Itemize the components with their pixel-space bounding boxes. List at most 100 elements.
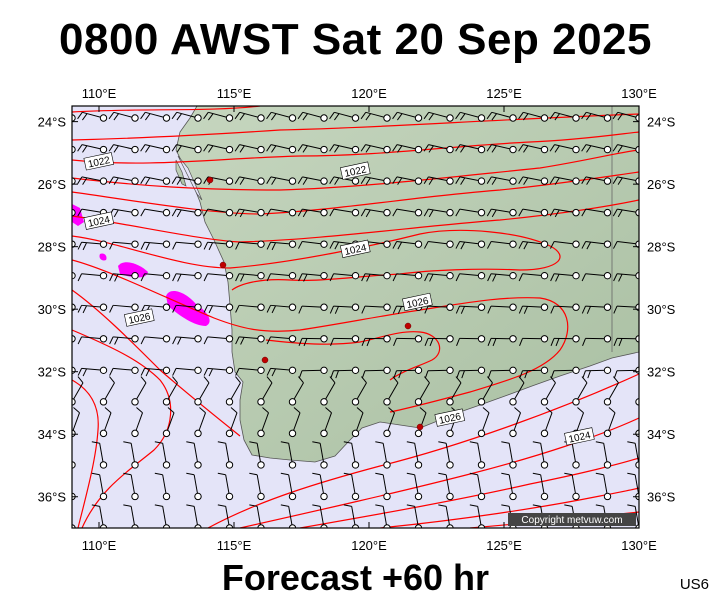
wind-barb [131, 376, 147, 406]
lat-label-left: 32°S [38, 365, 67, 380]
wind-barb [486, 240, 517, 249]
wind-barb [550, 335, 580, 347]
wind-barb [603, 376, 619, 406]
wind-barb [298, 303, 328, 314]
wind-barb [501, 472, 517, 501]
wind-barb [518, 144, 549, 154]
wind-barb [172, 240, 202, 250]
wind-barb [477, 376, 493, 406]
wind-barb [203, 111, 234, 122]
wind-barb [330, 366, 360, 379]
wind-barb [109, 303, 139, 313]
wind-barb [329, 144, 360, 154]
wind-barb [203, 303, 234, 314]
wind-barb [393, 335, 423, 347]
isobar-label: 1024 [564, 427, 595, 446]
wind-barb [550, 366, 580, 379]
wind-barb [487, 303, 517, 314]
wind-barb [455, 303, 486, 314]
wind-barb [581, 303, 612, 314]
wind-barb [77, 111, 108, 122]
wind-barb [375, 441, 391, 469]
wind-barb [518, 240, 549, 250]
wind-barb [203, 366, 234, 377]
lon-label-bottom: 130°E [621, 538, 657, 553]
wind-barb [329, 208, 360, 217]
wind-barb [140, 335, 171, 345]
wind-barb [72, 208, 76, 217]
lon-label-top: 115°E [217, 86, 252, 101]
wind-barb [108, 176, 139, 185]
wind-barb [234, 144, 265, 154]
lat-label-left: 34°S [38, 427, 67, 442]
wind-barb [438, 441, 454, 469]
isobar [72, 379, 99, 528]
map-title: 0800 AWST Sat 20 Sep 2025 [59, 15, 652, 64]
wind-barb [486, 176, 517, 185]
wind-barb [329, 271, 360, 282]
wind-barb [235, 366, 265, 376]
wind-barb [361, 335, 391, 347]
wind-barb [351, 376, 367, 406]
wind-barb [375, 472, 391, 501]
wind-barb [140, 176, 171, 185]
wind-barb [171, 208, 202, 218]
wind-barb [423, 144, 454, 154]
wind-barb [72, 271, 76, 280]
strong-wind-area [118, 262, 148, 278]
wind-barb [140, 240, 171, 251]
wind-barb [140, 366, 171, 377]
isobar-value: 1024 [568, 430, 592, 445]
wind-barb [203, 208, 234, 217]
wind-barb [234, 111, 265, 122]
isobar-label: 1026 [434, 408, 466, 427]
wind-barb [249, 472, 265, 501]
wind-barb [424, 335, 454, 347]
wind-barb [91, 472, 108, 501]
wind-barb [154, 504, 171, 528]
isobar-labels: 1022 1024 1026 1022 1024 1026 1026 1024 [83, 152, 595, 446]
wind-barb [203, 144, 234, 154]
wind-barb [549, 208, 580, 218]
wind-barb [456, 366, 486, 379]
wind-barb [549, 144, 580, 154]
wind-barb [424, 366, 454, 379]
wind-barb [154, 441, 171, 469]
lat-label-right: 32°S [647, 365, 676, 380]
wind-barb [581, 240, 612, 250]
isobar [72, 329, 172, 528]
wind-barb [455, 111, 486, 122]
wind-barb [203, 271, 234, 282]
wind-barb [77, 144, 108, 154]
axis-ticks: 110°E 110°E 115°E 115°E 120°E 120°E 125°E 125°E… [38, 86, 676, 553]
isobar [72, 113, 639, 141]
isobar [72, 171, 639, 215]
wind-barb [140, 144, 171, 154]
wind-barb [455, 271, 486, 282]
wind-barb [383, 407, 395, 438]
wind-barb [140, 111, 171, 122]
forecast-label: Forecast +60 hr [221, 557, 490, 598]
shark-bay-inlet [177, 155, 203, 201]
wind-barb [186, 504, 202, 528]
isobar [72, 229, 561, 291]
wind-barb [360, 111, 391, 122]
lon-label-bottom: 110°E [82, 538, 117, 553]
wind-barb [582, 335, 612, 347]
wind-barb [234, 208, 265, 218]
wind-barb [518, 271, 549, 282]
copyright-text: Copyright metvuw.com [521, 515, 622, 526]
wind-barb [406, 472, 423, 501]
lat-label-left: 30°S [38, 302, 67, 317]
wind-barb [360, 208, 391, 218]
isobars [72, 106, 639, 528]
wind-barb [297, 144, 328, 154]
wind-barb [455, 144, 486, 154]
wind-barb [266, 303, 297, 314]
wind-barb [217, 472, 234, 501]
wind-barb [581, 144, 612, 154]
lon-label-bottom: 125°E [486, 538, 522, 553]
wind-barb [383, 376, 399, 406]
lat-label-left: 26°S [38, 177, 67, 192]
wind-barb [172, 271, 202, 282]
